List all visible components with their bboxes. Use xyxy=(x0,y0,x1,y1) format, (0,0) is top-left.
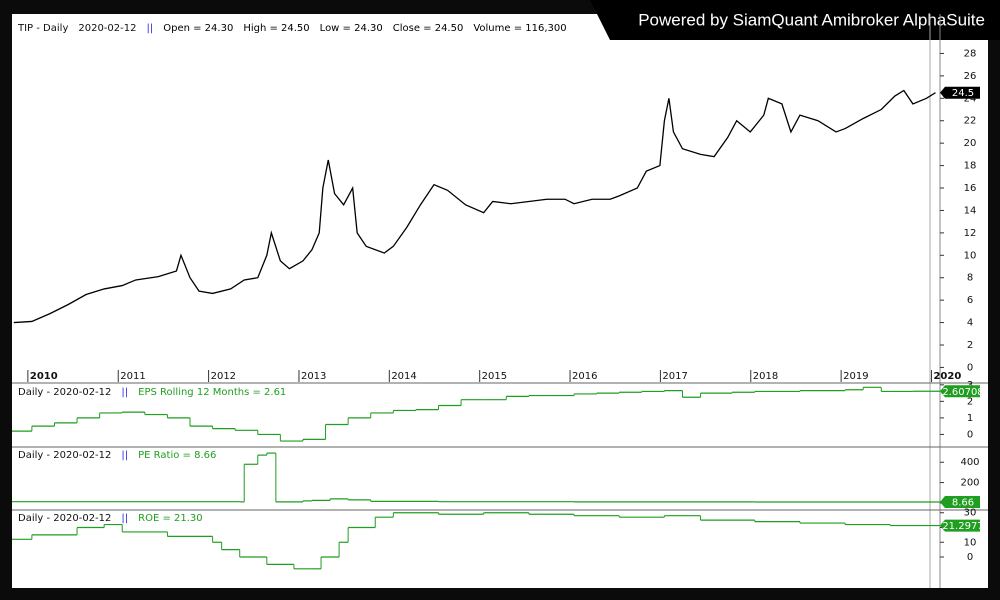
header-item: Daily - 2020-02-12 xyxy=(18,513,111,524)
header-item: || xyxy=(121,513,128,524)
y-tick-label: 0 xyxy=(967,429,973,440)
banner: Powered by SiamQuant Amibroker AlphaSuit… xyxy=(638,10,985,29)
y-tick-label: 2 xyxy=(967,340,973,351)
price-line xyxy=(13,89,936,324)
panel-header: Daily - 2020-02-12 || PE Ratio = 8.66 xyxy=(18,450,216,461)
header-item: Daily - 2020-02-12 xyxy=(18,387,111,398)
y-tick-label: 18 xyxy=(964,161,977,172)
last-value-tag xyxy=(940,496,980,509)
y-tick-label: 400 xyxy=(960,457,979,468)
x-tick-label: 2013 xyxy=(301,371,326,382)
y-tick-label: 12 xyxy=(964,228,977,239)
header-item: EPS Rolling 12 Months = 2.61 xyxy=(138,387,286,398)
y-tick-label: 2 xyxy=(967,396,973,407)
y-tick-label: 10 xyxy=(964,250,977,261)
header-item: || xyxy=(121,450,128,461)
header-item: 2020-02-12 xyxy=(78,23,136,34)
x-tick-label: 2017 xyxy=(662,371,687,382)
last-value-tag xyxy=(940,385,980,398)
header-item: Volume = 116,300 xyxy=(473,23,566,34)
header-item: TIP - Daily xyxy=(17,23,68,34)
y-tick-label: 22 xyxy=(964,116,977,127)
header-item: Low = 24.30 xyxy=(320,23,383,34)
last-value-tag xyxy=(940,519,980,532)
last-value-tag xyxy=(940,86,980,99)
y-tick-label: 28 xyxy=(964,48,977,59)
x-tick-label: 2020 xyxy=(933,371,961,382)
y-tick-label: 16 xyxy=(964,183,977,194)
x-tick-label: 2011 xyxy=(120,371,145,382)
y-tick-label: 30 xyxy=(964,508,977,519)
y-tick-label: 0 xyxy=(967,362,973,373)
header-item: Open = 24.30 xyxy=(163,23,233,34)
header-item: ROE = 21.30 xyxy=(138,513,203,524)
y-tick-label: 20 xyxy=(964,138,977,149)
x-tick-label: 2018 xyxy=(753,371,778,382)
last-value-label: 2.60708 xyxy=(942,387,983,398)
header-item: || xyxy=(146,23,153,34)
chart-background xyxy=(12,14,988,588)
y-tick-label: 8 xyxy=(967,273,973,284)
y-tick-label: 200 xyxy=(960,478,979,489)
y-tick-label: 26 xyxy=(964,71,977,82)
panel-header: TIP - Daily 2020-02-12 || Open = 24.30 High … xyxy=(17,23,567,34)
x-tick-label: 2014 xyxy=(391,371,416,382)
y-tick-label: 0 xyxy=(967,552,973,563)
y-tick-label: 24 xyxy=(964,93,977,104)
panel-header: Daily - 2020-02-12 || ROE = 21.30 xyxy=(18,513,203,524)
y-tick-label: 6 xyxy=(967,295,973,306)
header-item: PE Ratio = 8.66 xyxy=(138,450,216,461)
panel-header: Daily - 2020-02-12 || EPS Rolling 12 Month… xyxy=(18,387,286,398)
header-item: Close = 24.50 xyxy=(393,23,464,34)
x-tick-label: 2016 xyxy=(572,371,597,382)
header-item: || xyxy=(121,387,128,398)
x-tick-label: 2019 xyxy=(843,371,868,382)
last-value-label: 8.66 xyxy=(952,498,974,509)
y-tick-label: 14 xyxy=(964,205,977,216)
header-item: High = 24.50 xyxy=(243,23,309,34)
y-tick-label: 1 xyxy=(967,413,973,424)
header-item: Daily - 2020-02-12 xyxy=(18,450,111,461)
y-tick-label: 4 xyxy=(967,318,973,329)
banner-background xyxy=(590,0,1000,40)
x-tick-label: 2010 xyxy=(30,371,58,382)
last-value-label: 24.5 xyxy=(952,88,974,99)
x-tick-label: 2012 xyxy=(211,371,236,382)
x-tick-label: 2015 xyxy=(482,371,507,382)
last-value-label: 21.2977 xyxy=(942,521,983,532)
y-tick-label: 10 xyxy=(964,537,977,548)
